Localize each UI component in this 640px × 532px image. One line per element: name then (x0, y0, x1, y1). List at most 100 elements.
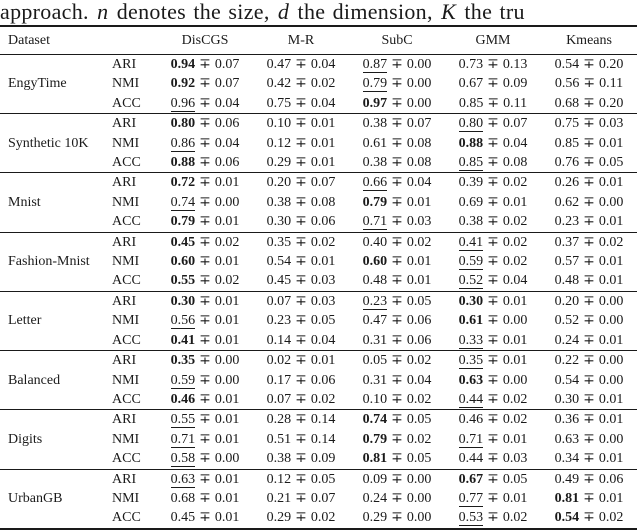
score-cell: 0.20 ∓ 0.00 (541, 291, 637, 311)
score-value: 0.45 (170, 234, 196, 250)
score-cell: 0.63 ∓ 0.00 (445, 371, 541, 390)
score-cell: 0.56 ∓ 0.11 (541, 74, 637, 93)
score-cell: 0.45 ∓ 0.01 (157, 508, 253, 528)
score-cell: 0.29 ∓ 0.00 (349, 508, 445, 528)
score-std: 0.01 (598, 214, 624, 230)
minus-plus-symbol: ∓ (391, 372, 403, 388)
score-value: 0.77 (458, 490, 484, 507)
minus-plus-symbol: ∓ (583, 273, 595, 289)
score-std: 0.01 (502, 332, 528, 348)
score-std: 0.06 (214, 155, 240, 171)
score-std: 0.03 (310, 293, 336, 309)
minus-plus-symbol: ∓ (199, 313, 211, 329)
table-row: EngyTime ARI 0.94 ∓ 0.07 0.47 ∓ 0.04 0.87 ∓ 0.00 0.… (0, 55, 637, 91)
table-row: ACC 0.45 ∓ 0.01 0.29 ∓ 0.02 0.29 ∓ 0.00 0.53 ∓ 0.02 0… (0, 508, 637, 528)
score-std: 0.01 (310, 135, 336, 151)
score-cell: 0.85 ∓ 0.08 (445, 153, 541, 173)
score-value: 0.31 (362, 372, 388, 388)
caption-text: approach. (0, 0, 97, 24)
score-std: 0.07 (310, 490, 336, 506)
score-cell: 0.38 ∓ 0.08 (349, 153, 445, 173)
score-cell: 0.47 ∓ 0.04 (253, 55, 349, 75)
metric-label: ARI (112, 57, 137, 72)
score-value: 0.63 (458, 372, 484, 388)
minus-plus-symbol: ∓ (487, 490, 499, 506)
minus-plus-symbol: ∓ (583, 194, 595, 210)
score-cell: 0.38 ∓ 0.09 (253, 449, 349, 469)
score-std: 0.02 (502, 412, 528, 428)
score-cell: 0.30 ∓ 0.06 (253, 212, 349, 232)
metric-label: ARI (112, 471, 137, 487)
score-std: 0.04 (502, 135, 528, 151)
score-std: 0.01 (214, 214, 240, 230)
minus-plus-symbol: ∓ (583, 510, 595, 526)
score-cell: 0.74 ∓ 0.05 (349, 410, 445, 430)
score-value: 0.39 (458, 175, 484, 191)
score-cell: 0.23 ∓ 0.01 (541, 212, 637, 232)
minus-plus-symbol: ∓ (295, 293, 307, 309)
score-value: 0.79 (170, 214, 196, 230)
score-std: 0.14 (310, 431, 336, 447)
score-value: 0.22 (554, 353, 580, 369)
minus-plus-symbol: ∓ (199, 194, 211, 210)
dataset-group: EngyTime ARI 0.94 ∓ 0.07 0.47 ∓ 0.04 0.87 ∓ 0.00 0.… (0, 55, 637, 114)
minus-plus-symbol: ∓ (487, 116, 499, 132)
table-row: NMI 0.92 ∓ 0.07 0.42 ∓ 0.02 0.79 ∓ 0.00 0.67 ∓ 0.09 0… (0, 74, 637, 93)
score-std: 0.01 (502, 194, 528, 210)
score-value: 0.79 (362, 76, 388, 93)
score-std: 0.05 (310, 471, 336, 487)
metric-label: NMI (112, 194, 140, 210)
metric-label: NMI (112, 313, 140, 329)
minus-plus-symbol: ∓ (199, 95, 211, 111)
score-std: 0.01 (598, 332, 624, 348)
minus-plus-symbol: ∓ (487, 155, 499, 171)
metric-label: ACC (112, 391, 141, 407)
minus-plus-symbol: ∓ (199, 372, 211, 388)
score-value: 0.40 (362, 234, 388, 250)
score-std: 0.00 (406, 95, 432, 111)
score-cell: 0.34 ∓ 0.01 (541, 449, 637, 469)
score-value: 0.31 (362, 332, 388, 348)
minus-plus-symbol: ∓ (583, 372, 595, 388)
score-value: 0.81 (362, 451, 388, 467)
minus-plus-symbol: ∓ (391, 332, 403, 348)
score-value: 0.10 (266, 116, 292, 132)
score-std: 0.00 (406, 57, 432, 72)
score-cell: 0.69 ∓ 0.01 (445, 193, 541, 212)
score-value: 0.23 (362, 293, 388, 310)
score-value: 0.61 (362, 135, 388, 151)
score-cell: 0.33 ∓ 0.01 (445, 331, 541, 351)
minus-plus-symbol: ∓ (295, 95, 307, 111)
score-value: 0.48 (554, 273, 580, 289)
minus-plus-symbol: ∓ (583, 214, 595, 230)
score-cell: 0.02 ∓ 0.01 (253, 351, 349, 371)
table-row: ACC 0.58 ∓ 0.00 0.38 ∓ 0.09 0.81 ∓ 0.05 0.44 ∓ 0.03 0… (0, 449, 637, 469)
score-cell: 0.35 ∓ 0.02 (253, 232, 349, 252)
minus-plus-symbol: ∓ (199, 273, 211, 289)
minus-plus-symbol: ∓ (295, 332, 307, 348)
caption-text: the tru (457, 0, 525, 24)
score-std: 0.01 (214, 471, 240, 487)
score-std: 0.02 (598, 510, 624, 526)
score-cell: 0.59 ∓ 0.00 (157, 371, 253, 390)
score-value: 0.35 (170, 353, 196, 369)
score-std: 0.02 (214, 273, 240, 289)
table-row: NMI 0.59 ∓ 0.00 0.17 ∓ 0.06 0.31 ∓ 0.04 0.63 ∓ 0.00 0… (0, 371, 637, 390)
score-std: 0.03 (406, 214, 432, 230)
score-std: 0.04 (214, 95, 240, 111)
score-cell: 0.47 ∓ 0.06 (349, 311, 445, 330)
score-value: 0.51 (266, 431, 292, 447)
metric-label: ACC (112, 95, 141, 111)
metric-label: ACC (112, 451, 141, 467)
table-row: Mnist ARI 0.72 ∓ 0.01 0.20 ∓ 0.07 0.66 ∓ 0.04 0.39 ∓… (0, 173, 637, 210)
metric-label: ARI (112, 293, 137, 309)
score-value: 0.85 (458, 95, 484, 111)
score-cell: 0.79 ∓ 0.00 (349, 74, 445, 93)
minus-plus-symbol: ∓ (391, 313, 403, 329)
score-std: 0.01 (310, 353, 336, 369)
score-std: 0.00 (406, 490, 432, 506)
minus-plus-symbol: ∓ (583, 391, 595, 407)
score-cell: 0.30 ∓ 0.01 (445, 291, 541, 311)
score-std: 0.08 (502, 155, 528, 171)
score-std: 0.07 (214, 76, 240, 92)
